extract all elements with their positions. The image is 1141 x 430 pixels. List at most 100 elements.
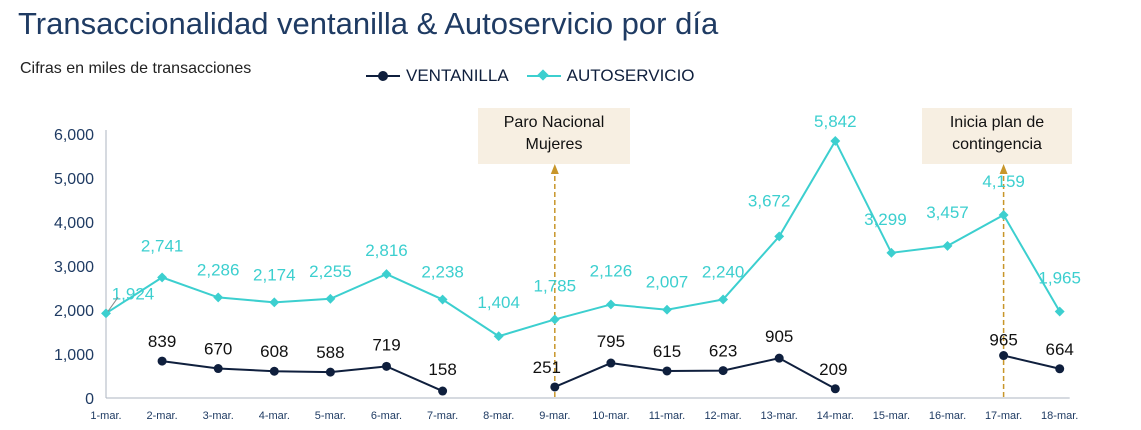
y-tick-label: 2,000 [54, 303, 94, 320]
autoservicio-point [998, 210, 1009, 220]
autoservicio-data-label: 1,924 [112, 284, 155, 303]
annotation-line1: Inicia plan de [949, 114, 1045, 131]
y-tick-label: 0 [85, 391, 94, 408]
annotation-line2: contingencia [952, 136, 1042, 153]
x-tick-label: 13-mar. [761, 410, 798, 422]
annotation-arrow-icon [999, 164, 1008, 174]
annotation-line1: Paro Nacional [503, 114, 605, 131]
autoservicio-point [605, 299, 616, 310]
ventanilla-point [325, 367, 335, 377]
autoservicio-data-label: 2,238 [421, 263, 464, 282]
ventanilla-point [550, 382, 560, 392]
ventanilla-point [774, 353, 784, 363]
autoservicio-point [325, 293, 336, 304]
annotation-paro-nacional: Paro Nacional Mujeres [478, 108, 630, 164]
ventanilla-point [830, 384, 840, 394]
autoservicio-data-label: 3,672 [748, 191, 791, 210]
x-tick-label: 6-mar. [371, 410, 402, 422]
autoservicio-data-label: 1,404 [477, 293, 520, 312]
x-tick-label: 1-mar. [90, 410, 121, 422]
autoservicio-point [381, 269, 392, 280]
ventanilla-data-label: 608 [260, 342, 288, 361]
x-tick-label: 12-mar. [704, 410, 741, 422]
autoservicio-data-label: 2,816 [365, 241, 408, 260]
ventanilla-point [718, 366, 728, 376]
ventanilla-data-label: 664 [1046, 340, 1074, 359]
legend: VENTANILLA AUTOSERVICIO [366, 66, 695, 86]
chart-title: Transaccionalidad ventanilla & Autoservi… [18, 6, 719, 41]
ventanilla-data-label: 588 [316, 343, 344, 362]
series-line-ventanilla [1003, 354, 1060, 370]
ventanilla-data-label: 251 [533, 358, 561, 377]
autoservicio-point [493, 331, 504, 342]
x-tick-label: 7-mar. [427, 410, 458, 422]
legend-label-ventanilla: VENTANILLA [406, 66, 509, 85]
series-line-ventanilla [554, 357, 836, 390]
annotation-line2: Mujeres [525, 136, 583, 153]
x-tick-label: 11-mar. [649, 410, 685, 422]
x-tick-label: 14-mar. [817, 410, 854, 422]
autoservicio-point [1054, 306, 1065, 317]
ventanilla-point [438, 386, 448, 396]
ventanilla-point [662, 366, 672, 376]
autoservicio-data-label: 2,007 [646, 273, 689, 292]
x-tick-label: 17-mar. [985, 410, 1022, 422]
autoservicio-data-label: 2,741 [141, 236, 184, 255]
autoservicio-data-label: 2,240 [702, 262, 745, 281]
x-tick-label: 4-mar. [259, 410, 290, 422]
ventanilla-point [999, 351, 1009, 361]
label-leader-line [107, 297, 119, 312]
autoservicio-point [886, 247, 897, 258]
autoservicio-point [662, 304, 672, 315]
ventanilla-point [606, 358, 616, 368]
ventanilla-point [157, 356, 167, 366]
ventanilla-data-label: 795 [597, 332, 625, 351]
x-tick-label: 9-mar. [539, 410, 570, 422]
autoservicio-data-label: 2,126 [590, 261, 633, 280]
x-tick-label: 18-mar. [1041, 410, 1078, 422]
autoservicio-point [942, 240, 953, 251]
autoservicio-data-label: 2,174 [253, 265, 296, 284]
x-tick-label: 16-mar. [929, 410, 966, 422]
x-tick-label: 2-mar. [147, 410, 178, 422]
ventanilla-point [269, 366, 279, 376]
x-tick-label: 15-mar. [873, 410, 910, 422]
ventanilla-data-label: 670 [204, 340, 232, 359]
legend-item-ventanilla: VENTANILLA [366, 66, 509, 86]
autoservicio-point [549, 314, 560, 325]
autoservicio-point [774, 231, 785, 242]
ventanilla-data-label: 615 [653, 342, 681, 361]
autoservicio-data-label: 1,785 [534, 276, 577, 295]
ventanilla-point [213, 364, 223, 374]
ventanilla-data-label: 965 [989, 331, 1017, 350]
autoservicio-data-label: 1,965 [1038, 269, 1081, 288]
series-line-autoservicio [105, 138, 1061, 338]
chart-subtitle: Cifras en miles de transacciones [20, 60, 252, 77]
autoservicio-point [269, 297, 280, 308]
annotation-plan-contingencia: Inicia plan de contingencia [922, 108, 1072, 164]
autoservicio-data-label: 3,457 [926, 203, 969, 222]
x-tick-label: 10-mar. [592, 410, 629, 422]
ventanilla-marker-icon [366, 70, 400, 82]
y-tick-label: 4,000 [54, 215, 94, 232]
annotation-arrow-icon [550, 164, 559, 174]
autoservicio-data-label: 3,299 [864, 210, 907, 229]
ventanilla-data-label: 905 [765, 327, 793, 346]
y-tick-label: 6,000 [54, 127, 94, 144]
y-tick-label: 3,000 [54, 259, 94, 276]
autoservicio-data-label: 2,255 [309, 262, 352, 281]
ventanilla-data-label: 623 [709, 342, 737, 361]
autoservicio-data-label: 5,842 [814, 112, 857, 131]
ventanilla-data-label: 839 [148, 332, 176, 351]
autoservicio-data-label: 4,159 [982, 172, 1025, 191]
x-tick-label: 8-mar. [483, 410, 514, 422]
autoservicio-point [213, 292, 224, 303]
autoservicio-point [157, 272, 168, 283]
x-tick-label: 3-mar. [203, 410, 234, 422]
autoservicio-point [830, 136, 841, 146]
series-line-ventanilla [161, 360, 444, 392]
legend-label-autoservicio: AUTOSERVICIO [566, 66, 695, 85]
ventanilla-data-label: 158 [428, 360, 456, 379]
x-tick-label: 5-mar. [315, 410, 346, 422]
